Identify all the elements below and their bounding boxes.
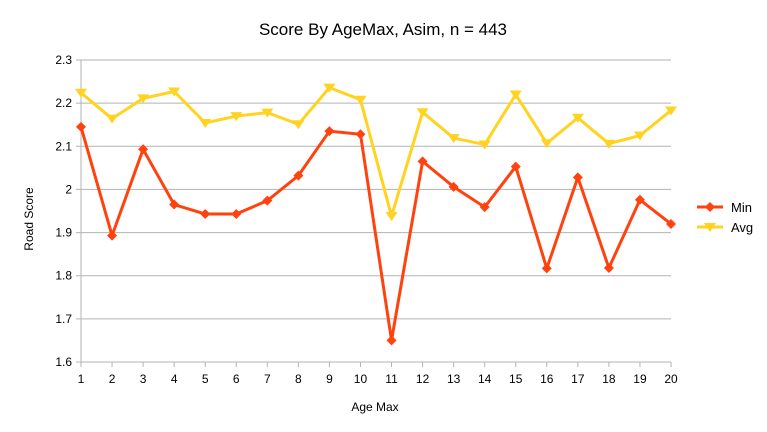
data-point-avg — [137, 94, 150, 104]
data-point-min — [666, 218, 676, 229]
data-point-avg — [199, 118, 212, 128]
data-point-avg — [478, 140, 491, 150]
x-tick-label: 3 — [140, 372, 147, 386]
y-tick-label: 2.3 — [55, 53, 72, 67]
x-tick-label: 15 — [509, 372, 523, 386]
data-point-min — [417, 156, 428, 167]
x-tick-label: 2 — [109, 372, 116, 386]
data-point-min — [634, 194, 645, 205]
x-tick-label: 20 — [664, 372, 678, 386]
legend-marker-avg — [704, 223, 716, 232]
x-tick-label: 6 — [233, 372, 240, 386]
data-point-avg — [571, 113, 584, 123]
x-tick-label: 10 — [354, 372, 368, 386]
x-axis-ticks: 1 2 3 4 5 6 7 8 9 10 11 12 13 14 15 16 17 18 19 20 — [78, 362, 678, 386]
data-point-avg — [106, 114, 119, 124]
y-tick-label: 1.7 — [55, 312, 72, 326]
x-tick-label: 16 — [540, 372, 554, 386]
data-point-min — [603, 262, 614, 273]
data-point-min — [448, 181, 459, 192]
data-point-min — [107, 230, 118, 241]
y-tick-label: 1.9 — [55, 226, 72, 240]
data-point-min — [386, 335, 397, 346]
x-tick-label: 13 — [447, 372, 461, 386]
data-point-min — [572, 172, 583, 183]
y-tick-label: 1.6 — [55, 355, 72, 369]
data-point-min — [231, 209, 242, 220]
x-tick-label: 5 — [202, 372, 209, 386]
data-point-avg — [230, 112, 243, 122]
data-point-min — [76, 121, 86, 132]
x-tick-label: 8 — [295, 372, 302, 386]
legend-entry-min: Min — [697, 200, 752, 215]
chart-title: Score By AgeMax, Asim, n = 443 — [259, 20, 507, 39]
y-axis-label: Road Score — [22, 187, 36, 251]
y-axis-ticks: 1.6 1.7 1.8 1.9 2 2.1 2.2 2.3 — [55, 53, 72, 369]
data-point-min — [138, 144, 149, 155]
data-point-avg — [509, 90, 522, 100]
x-tick-label: 11 — [385, 372, 398, 386]
data-point-min — [262, 195, 273, 206]
x-tick-label: 1 — [78, 372, 85, 386]
series-avg — [75, 83, 677, 222]
data-point-min — [169, 199, 180, 210]
data-point-avg — [416, 108, 429, 118]
data-point-min — [324, 126, 335, 137]
data-point-avg — [633, 131, 646, 141]
x-tick-label: 7 — [264, 372, 271, 386]
legend: Min Avg — [697, 200, 753, 235]
legend-label-min: Min — [731, 200, 752, 215]
series-line-min — [79, 126, 672, 342]
data-point-avg — [354, 95, 367, 105]
data-point-min — [200, 209, 211, 220]
y-tick-label: 1.8 — [55, 269, 72, 283]
data-point-avg — [261, 108, 274, 118]
x-tick-label: 18 — [602, 372, 616, 386]
legend-entry-avg: Avg — [697, 220, 753, 235]
legend-marker-min — [705, 202, 715, 212]
x-tick-label: 14 — [478, 372, 492, 386]
y-tick-label: 2.2 — [55, 96, 72, 110]
data-point-min — [355, 129, 366, 140]
series-line-avg — [80, 86, 672, 218]
data-point-avg — [602, 139, 615, 149]
data-point-min — [479, 202, 490, 213]
x-tick-label: 17 — [571, 372, 585, 386]
x-tick-label: 9 — [326, 372, 333, 386]
data-point-avg — [447, 134, 460, 144]
data-point-avg — [292, 120, 305, 130]
data-point-avg — [385, 212, 398, 222]
data-point-min — [510, 161, 521, 172]
x-tick-label: 12 — [416, 372, 430, 386]
x-tick-label: 19 — [633, 372, 647, 386]
y-tick-label: 2.1 — [55, 139, 72, 153]
data-point-avg — [540, 139, 553, 149]
series-layer — [75, 83, 677, 346]
x-axis-label: Age Max — [351, 400, 398, 414]
data-point-avg — [323, 83, 336, 93]
data-point-avg — [75, 88, 87, 98]
series-min — [76, 121, 676, 346]
x-tick-label: 4 — [171, 372, 178, 386]
data-point-min — [541, 263, 552, 274]
legend-label-avg: Avg — [731, 220, 753, 235]
y-tick-label: 2 — [65, 182, 72, 196]
data-point-avg — [665, 106, 677, 116]
data-point-avg — [168, 87, 181, 97]
data-point-min — [293, 170, 304, 181]
